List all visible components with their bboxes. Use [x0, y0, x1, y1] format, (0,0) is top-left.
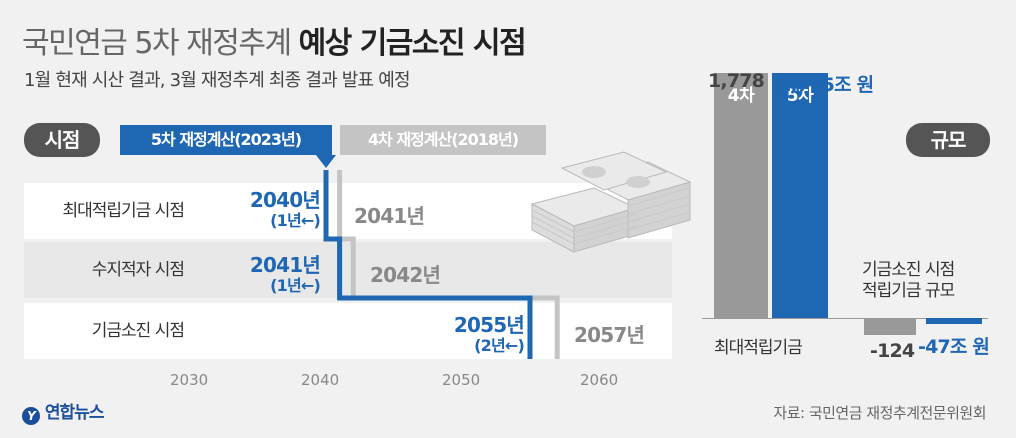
- bar-category-max-fund: 최대적립기금: [714, 338, 803, 358]
- fifth-diff-depletion: (2년←): [474, 336, 525, 355]
- row-label-max-fund: 최대적립기금 시점: [62, 201, 185, 221]
- fifth-diff-deficit: (1년←): [270, 276, 321, 295]
- fourth-year-depletion: 2057년: [574, 323, 645, 347]
- bar-value-4th-depletion: -124: [870, 340, 915, 362]
- fifth-label-depletion: 2055년 (2년←): [453, 313, 525, 356]
- legend-4th-tag: 4차 재정계산(2018년): [340, 125, 546, 155]
- scale-section-badge: 규모: [906, 123, 990, 157]
- row-label-deficit: 수지적자 시점: [91, 260, 185, 280]
- x-tick-2040: 2040: [301, 371, 340, 389]
- bar-5th-depletion: [926, 318, 982, 325]
- title-part2: 예상 기금소진 시점: [298, 26, 527, 61]
- source-note: 자료: 국민연금 재정추계전문위원회: [773, 404, 986, 422]
- row-label-depletion: 기금소진 시점: [91, 321, 185, 341]
- fifth-label-max-fund: 2040년 (1년←): [249, 188, 321, 231]
- tag-pointer-5th: [316, 155, 336, 168]
- timeline-row-2: [24, 242, 672, 298]
- bar-4th-label: 4차: [727, 85, 755, 106]
- x-tick-2060: 2060: [580, 371, 619, 389]
- timeline-row-3: [24, 303, 672, 359]
- title-part1: 국민연금 5차 재정추계: [22, 26, 292, 61]
- fourth-year-deficit: 2042년: [370, 263, 441, 287]
- bar-5th-label: 5차: [786, 86, 814, 107]
- page-subtitle: 1월 현재 시산 결과, 3월 재정추계 최종 결과 발표 예정: [24, 70, 411, 91]
- step-line-5th: [323, 170, 533, 359]
- x-tick-2030: 2030: [170, 371, 209, 389]
- bar-value-5th-max: 1,775조 원: [778, 74, 874, 96]
- bar-4th-max-fund: 4차: [714, 72, 768, 318]
- bar-value-4th-max: 1,778: [708, 70, 765, 92]
- bar-category-depletion-line2: 적립기금 규모: [862, 281, 955, 301]
- fifth-diff-max-fund: (1년←): [270, 211, 321, 230]
- bar-category-depletion: 기금소진 시점 적립기금 규모: [862, 260, 955, 302]
- bar-4th-depletion: [864, 318, 916, 336]
- fifth-year-depletion: 2055년: [453, 313, 525, 337]
- step-line-4th: [337, 170, 560, 359]
- fifth-label-deficit: 2041년 (1년←): [249, 253, 321, 296]
- x-tick-2050: 2050: [442, 371, 481, 389]
- bar-category-depletion-line1: 기금소진 시점: [862, 260, 955, 280]
- bar-value-5th-depletion: -47조 원: [918, 336, 990, 358]
- money-stack-icon: [530, 151, 692, 253]
- fourth-year-max-fund: 2041년: [354, 204, 425, 228]
- bar-5th-max-fund: 5차: [772, 73, 828, 318]
- legend-5th-tag: 5차 재정계산(2023년): [120, 125, 332, 155]
- timing-section-badge: 시점: [24, 123, 100, 157]
- yonhap-logo-icon: Y: [22, 407, 40, 425]
- fifth-year-max-fund: 2040년: [249, 188, 321, 212]
- logo-text: 연합뉴스: [44, 403, 105, 423]
- yonhap-logo: Y 연합뉴스: [22, 398, 105, 425]
- page-title: 국민연금 5차 재정추계 예상 기금소진 시점: [22, 18, 527, 62]
- fifth-year-deficit: 2041년: [249, 253, 321, 277]
- bar-baseline: [702, 318, 988, 319]
